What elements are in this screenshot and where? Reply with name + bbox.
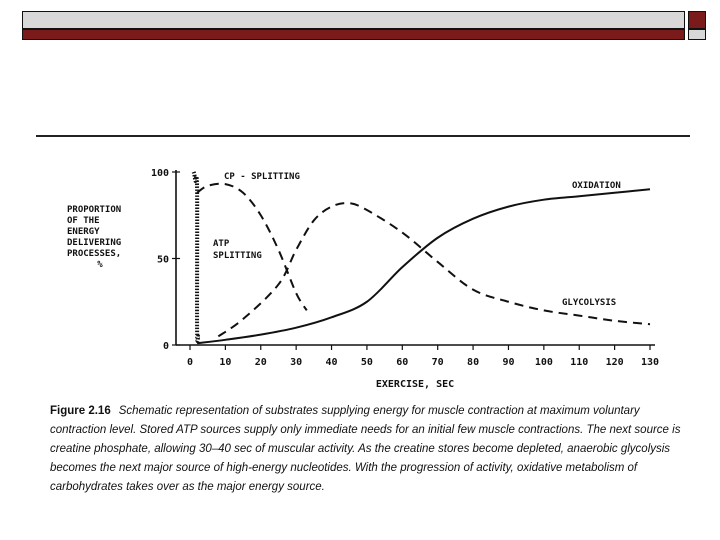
- series-label-atp-splitting: SPLITTING: [213, 251, 262, 261]
- series-oxidation-line: [196, 188, 651, 345]
- series-cp-splitting-line: [196, 182, 308, 311]
- y-axis-label: PROCESSES,: [67, 249, 121, 259]
- x-tick-label: 100: [535, 357, 553, 368]
- x-tick-label: 80: [467, 357, 479, 368]
- x-tick-label: 10: [219, 357, 231, 368]
- series-label-cp-splitting: CP - SPLITTING: [224, 172, 300, 182]
- y-axis-label: OF THE: [67, 216, 100, 226]
- x-tick-label: 0: [187, 357, 193, 368]
- series-label-atp-splitting: ATP: [213, 239, 230, 249]
- x-tick-label: 40: [326, 357, 338, 368]
- x-tick-label: 60: [396, 357, 408, 368]
- y-tick-label: 100: [151, 168, 169, 179]
- x-tick-label: 110: [570, 357, 588, 368]
- y-axis-label: %: [97, 260, 103, 270]
- title-divider: [36, 135, 690, 137]
- x-tick-label: 90: [502, 357, 514, 368]
- y-axis-label: PROPORTION: [67, 205, 121, 215]
- series-atp-splitting-line: [191, 170, 201, 343]
- y-axis-label: ENERGY: [67, 227, 100, 237]
- energy-chart: 0 10 20 30 40 50 60 70 80 90 100 110 120 130 0 50 100 EXE…: [67, 168, 659, 390]
- x-tick-label: 20: [255, 357, 267, 368]
- x-tick-label: 70: [432, 357, 444, 368]
- x-tick-label: 30: [290, 357, 302, 368]
- y-tick-label: 50: [157, 255, 169, 266]
- series-glycolysis-line: [217, 202, 651, 338]
- x-tick-label: 120: [606, 357, 624, 368]
- header-corner-red: [688, 11, 706, 29]
- x-tick-label: 50: [361, 357, 373, 368]
- series-label-glycolysis: GLYCOLYSIS: [562, 298, 616, 308]
- series-label-oxidation: OXIDATION: [572, 181, 621, 191]
- header-bar-gray: [22, 11, 685, 29]
- x-tick-label: 130: [641, 357, 659, 368]
- x-axis-label: EXERCISE, SEC: [376, 379, 454, 390]
- y-axis-label: DELIVERING: [67, 238, 121, 248]
- y-tick-label: 0: [163, 341, 169, 352]
- figure-caption: Figure 2.16 Schematic representation of s…: [50, 402, 690, 497]
- header-corner-gray: [688, 29, 706, 40]
- figure-label: Figure 2.16: [50, 405, 111, 417]
- header-bar-red: [22, 29, 685, 40]
- caption-text: Schematic representation of substrates s…: [50, 405, 681, 493]
